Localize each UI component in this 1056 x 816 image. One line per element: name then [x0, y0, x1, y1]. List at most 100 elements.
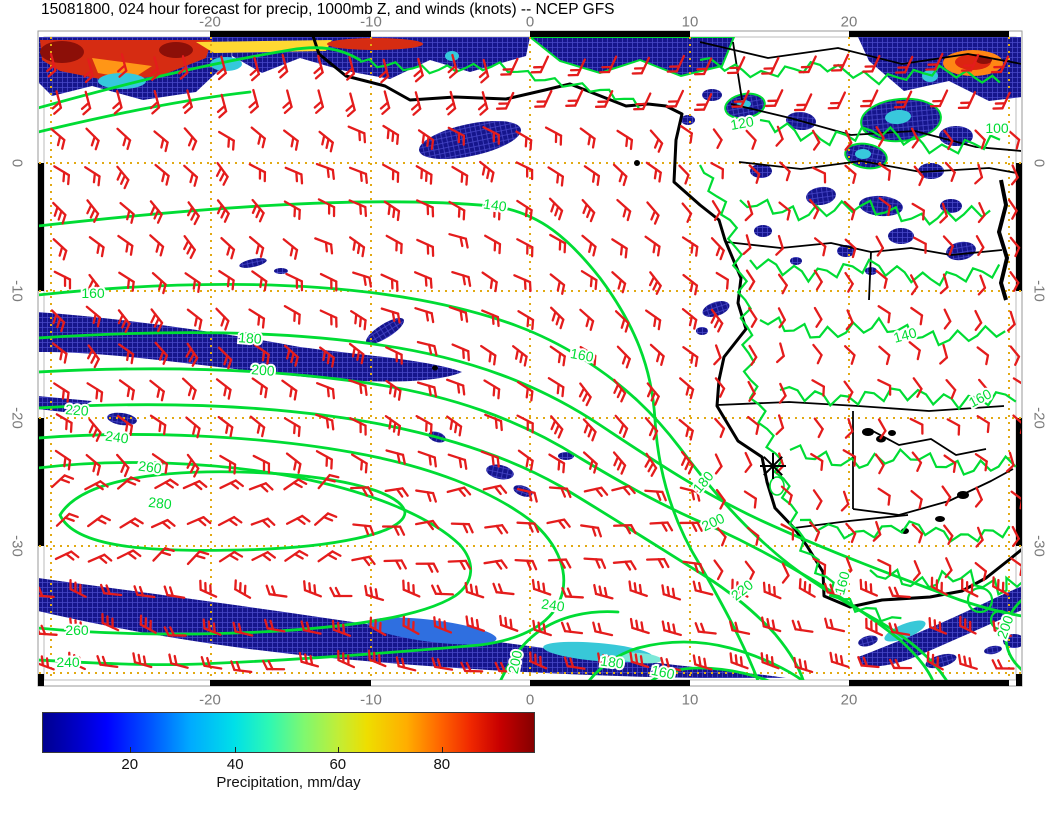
barb-tick	[159, 245, 165, 257]
barb-tick	[823, 582, 829, 594]
contour-label: 140	[892, 324, 919, 346]
wind-barb	[597, 652, 618, 669]
barb-tick	[430, 312, 435, 324]
wind-barb	[943, 454, 957, 474]
wind-barb	[711, 200, 721, 222]
wind-barb	[780, 485, 793, 506]
wind-barb	[579, 127, 596, 149]
barb-tick	[390, 278, 394, 290]
barb-staff	[350, 310, 367, 322]
wind-barb	[219, 479, 245, 490]
barb-staff	[913, 560, 921, 575]
barb-tick	[494, 417, 498, 430]
wind-barb	[888, 586, 911, 599]
barb-staff	[283, 478, 300, 491]
wind-barb	[877, 558, 892, 576]
barb-tick	[929, 104, 942, 108]
barb-tick	[561, 283, 566, 295]
barb-staff	[184, 272, 201, 285]
barb-tick	[356, 349, 361, 361]
barb-tick	[959, 615, 962, 628]
wind-barb	[746, 526, 760, 546]
barb-staff	[711, 200, 721, 214]
barb-tick	[916, 461, 923, 473]
wind-barb	[976, 346, 990, 366]
barb-tick	[719, 427, 726, 439]
barb-tick	[395, 280, 399, 292]
wind-barb	[215, 307, 230, 331]
barb-tick	[120, 174, 126, 185]
wind-barb	[413, 271, 433, 289]
barb-staff	[975, 486, 983, 501]
barb-staff	[547, 166, 564, 178]
wind-barb	[402, 579, 421, 598]
barb-tick	[363, 319, 367, 331]
barb-tick	[925, 68, 937, 71]
barb-staff	[182, 479, 201, 490]
barb-staff	[594, 592, 614, 600]
barb-tick	[69, 579, 72, 591]
barb-tick	[173, 654, 178, 666]
barb-tick	[653, 214, 660, 225]
barb-tick	[652, 280, 659, 291]
barb-tick	[690, 352, 694, 364]
wind-barb	[477, 91, 489, 116]
barb-tick	[118, 69, 128, 78]
barb-staff	[252, 88, 259, 108]
wind-barb	[446, 486, 472, 497]
barb-tick	[282, 100, 292, 109]
barb-tick	[696, 103, 708, 106]
barb-tick	[850, 354, 856, 365]
wind-barb	[745, 129, 757, 150]
barb-staff	[215, 378, 232, 391]
barb-tick	[430, 138, 435, 151]
barb-staff	[616, 198, 632, 213]
wind-barb	[153, 130, 169, 153]
barb-staff	[303, 589, 322, 598]
barb-tick	[1014, 246, 1021, 258]
barb-tick	[822, 245, 827, 257]
barb-tick	[658, 171, 662, 183]
barb-tick	[815, 318, 823, 328]
barb-staff	[644, 235, 661, 248]
barb-tick	[627, 484, 636, 495]
height-contour-land	[966, 586, 994, 614]
wind-barb	[549, 306, 565, 330]
barb-tick	[392, 206, 396, 219]
barb-tick	[359, 382, 363, 395]
barb-staff	[53, 165, 71, 177]
contour-label: 260	[137, 457, 163, 476]
wind-barb	[645, 309, 662, 331]
wind-barb	[682, 273, 699, 296]
barb-staff	[644, 416, 659, 433]
barb-tick	[394, 559, 402, 570]
wind-barb	[415, 165, 433, 185]
barb-tick	[786, 209, 791, 221]
barb-staff	[281, 379, 298, 392]
barb-tick	[729, 66, 741, 70]
barb-staff	[868, 89, 879, 108]
barb-staff	[715, 488, 726, 502]
wind-barb	[313, 54, 324, 80]
wind-barb	[1005, 451, 1015, 473]
frame-segment	[849, 31, 1009, 37]
barb-tick	[367, 555, 376, 566]
barb-tick	[481, 164, 487, 176]
barb-tick	[950, 388, 957, 400]
barb-tick	[223, 212, 230, 223]
barb-staff	[516, 238, 534, 249]
barb-tick	[189, 248, 196, 259]
wind-barb	[534, 89, 553, 108]
barb-staff	[268, 593, 288, 598]
barb-tick	[761, 72, 773, 75]
barb-tick	[539, 655, 542, 668]
barb-tick	[261, 317, 266, 329]
barb-tick	[793, 108, 806, 112]
precip-blob	[702, 301, 730, 317]
barb-staff	[911, 202, 925, 212]
colorbar-tick-mark	[337, 747, 339, 753]
wind-barb	[910, 127, 920, 149]
barb-tick	[650, 466, 658, 477]
wind-barb	[613, 524, 637, 535]
lon-tick-label: 0	[525, 691, 535, 709]
